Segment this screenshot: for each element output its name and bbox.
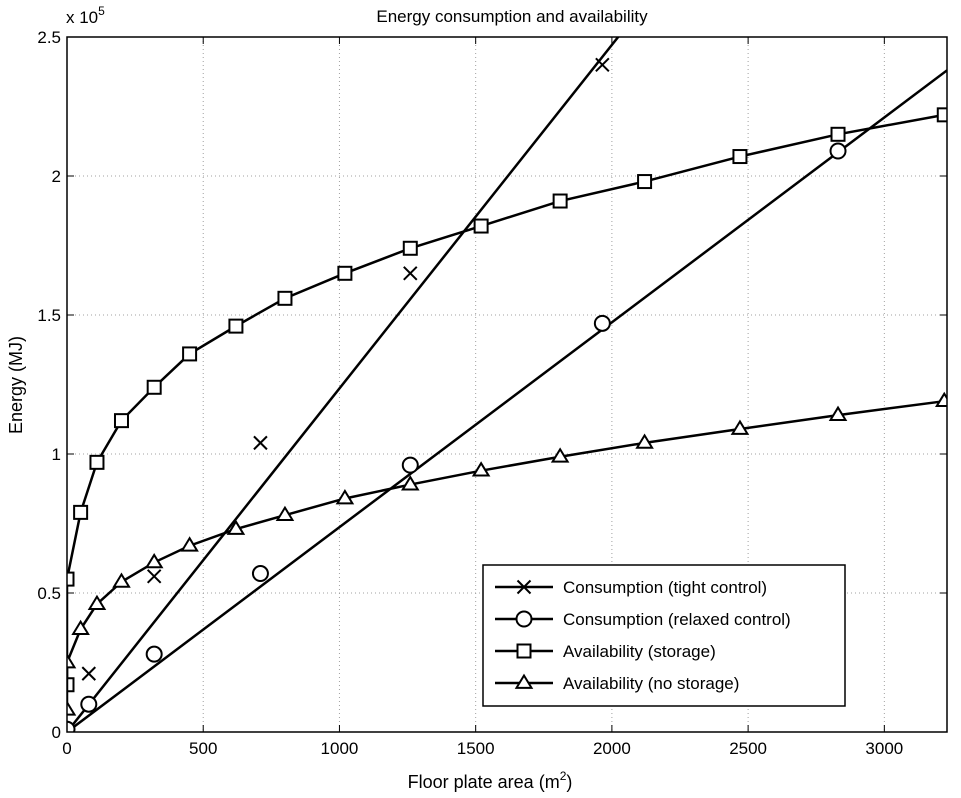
data-point <box>277 290 293 306</box>
x-axis-label: Floor plate area (m2) <box>408 769 573 792</box>
legend-label: Consumption (tight control) <box>563 578 767 597</box>
data-point <box>182 346 198 362</box>
x-axis-label-text: Floor plate area (m <box>408 772 560 792</box>
data-point <box>403 266 418 281</box>
x-tick-label: 1500 <box>457 739 495 758</box>
legend-label: Availability (storage) <box>563 642 716 661</box>
data-point <box>80 695 98 713</box>
series-1 <box>67 69 947 732</box>
plot-frame <box>66 36 948 733</box>
legend-marker <box>515 610 533 628</box>
y-tick-label: 1.5 <box>37 306 61 325</box>
data-point <box>67 700 77 716</box>
data-point <box>146 379 162 395</box>
data-point <box>401 475 420 491</box>
x-axis-label-close: ) <box>566 772 572 792</box>
x-tick-label: 3000 <box>865 739 903 758</box>
y-tick-label: 0.5 <box>37 584 61 603</box>
data-point <box>635 433 654 449</box>
data-point <box>89 454 105 470</box>
legend-label: Consumption (relaxed control) <box>563 610 791 629</box>
data-point <box>112 572 131 588</box>
legend-label: Availability (no storage) <box>563 674 739 693</box>
data-point <box>552 193 568 209</box>
data-point <box>471 461 491 477</box>
data-point <box>67 571 75 587</box>
data-point <box>830 126 846 142</box>
y-axis-label: Energy (MJ) <box>6 336 26 434</box>
chart-title: Energy consumption and availability <box>376 7 648 26</box>
legend: Consumption (tight control) Consumption (… <box>482 564 846 707</box>
y-exponent-label: x 105 <box>66 4 105 27</box>
data-point <box>146 569 162 584</box>
data-point <box>935 391 947 408</box>
data-point <box>180 536 199 552</box>
data-point <box>473 218 489 234</box>
y-tick-label: 1 <box>52 445 61 464</box>
x-tick-label: 0 <box>62 739 71 758</box>
y-tick-label: 0 <box>52 723 61 742</box>
x-tick-label: 1000 <box>321 739 359 758</box>
data-point <box>144 552 164 569</box>
data-point <box>67 677 75 693</box>
data-point <box>732 149 748 165</box>
data-point <box>335 489 355 505</box>
x-axis-label-sup: 2 <box>560 769 567 783</box>
data-point <box>71 619 90 636</box>
data-point <box>829 142 847 160</box>
data-point <box>550 447 570 463</box>
data-point <box>828 405 848 421</box>
data-point <box>87 594 107 610</box>
x-tick-label: 500 <box>189 739 217 758</box>
data-point <box>226 519 246 535</box>
data-point <box>637 174 653 190</box>
data-point <box>593 314 611 332</box>
series-0 <box>67 37 620 732</box>
data-point <box>67 653 77 669</box>
data-point <box>936 107 947 123</box>
data-point <box>113 413 129 429</box>
data-point <box>253 435 268 451</box>
data-point <box>73 504 89 520</box>
y-exponent-power: 5 <box>98 4 105 18</box>
legend-marker <box>516 579 532 595</box>
data-point <box>595 57 610 73</box>
data-point <box>81 666 97 681</box>
data-point <box>228 318 244 334</box>
data-point <box>402 240 418 256</box>
x-tick-label: 2500 <box>729 739 767 758</box>
y-tick-label: 2 <box>52 167 61 186</box>
series-line <box>67 69 947 732</box>
data-point <box>275 505 295 522</box>
series-layer <box>67 37 947 732</box>
series-2 <box>67 107 947 693</box>
data-point <box>145 645 163 663</box>
data-point <box>67 720 76 732</box>
data-point <box>337 265 353 281</box>
data-point <box>401 456 419 474</box>
legend-marker <box>514 673 534 689</box>
x-tick-label: 2000 <box>593 739 631 758</box>
series-line <box>67 37 620 732</box>
y-exponent-base: x 10 <box>66 8 98 27</box>
data-point <box>251 565 269 583</box>
data-point <box>730 419 750 435</box>
series-3 <box>67 391 947 716</box>
tick-layer: 0 500 1000 1500 2000 2500 3000 0 0.5 1 1.5 2 2.5 <box>37 28 947 758</box>
y-tick-label: 2.5 <box>37 28 61 47</box>
legend-marker <box>516 643 532 659</box>
